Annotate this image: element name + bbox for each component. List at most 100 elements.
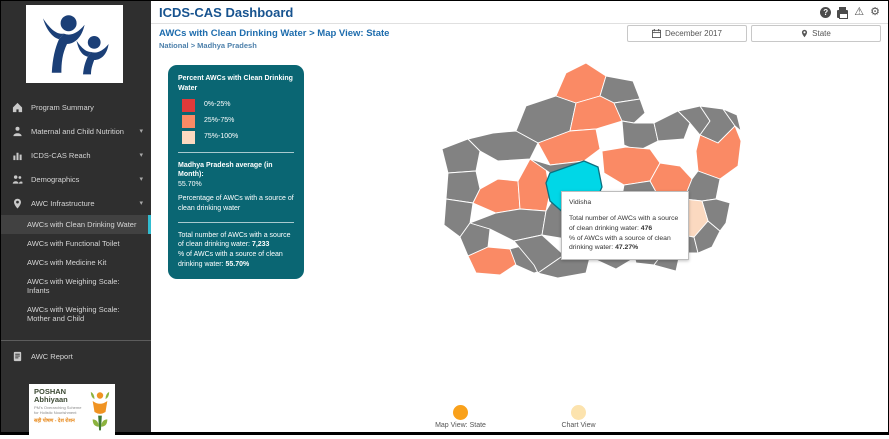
legend-divider	[178, 221, 294, 223]
total-awcs-value: 7,233	[251, 241, 270, 249]
sidebar-item-icds-cas-reach[interactable]: ICDS-CAS Reach ▾	[1, 143, 151, 167]
poshan-figure-icon	[90, 391, 110, 431]
report-section: AWC Report	[1, 340, 151, 368]
chevron-down-icon: ▾	[139, 176, 143, 183]
chart-view-circle-icon[interactable]	[571, 405, 586, 420]
map-view-label: Map View: State	[435, 422, 486, 429]
sidebar-subitem-weighing-scale-mother-child[interactable]: AWCs with Weighing Scale: Mother and Chi…	[27, 305, 120, 323]
app-header: ICDS-CAS Dashboard	[151, 1, 888, 24]
district-region-gray[interactable]	[653, 110, 691, 142]
sidebar-item-label: Maternal and Child Nutrition	[31, 126, 124, 136]
tooltip-total-value: 476	[640, 224, 653, 232]
report-icon	[11, 350, 23, 362]
breadcrumb-separator: >	[309, 28, 315, 39]
poshan-title-line2: Abhiyaan	[34, 394, 68, 404]
legend-range-label: 25%-75%	[204, 117, 235, 125]
district-region-mid[interactable]	[472, 178, 521, 214]
district-region-gray[interactable]	[722, 108, 742, 132]
sidebar-subitem-functional-toilet[interactable]: AWCs with Functional Toilet	[27, 239, 120, 248]
chevron-down-icon: ▾	[139, 128, 143, 135]
breadcrumb-current-state: Madhya Pradesh	[197, 41, 257, 50]
view-toggle: Map View: State Chart View	[151, 405, 888, 429]
chevron-down-icon: ▾	[139, 152, 143, 159]
legend-swatch-mid	[182, 114, 195, 128]
icds-logo	[26, 5, 123, 83]
sidebar-subitem-clean-drinking-water[interactable]: AWCs with Clean Drinking Water	[1, 215, 151, 234]
sidebar-subitem-weighing-scale-infants[interactable]: AWCs with Weighing Scale: Infants	[27, 277, 120, 295]
map-view-circle-icon[interactable]	[453, 405, 468, 420]
district-region-mid[interactable]	[695, 125, 742, 180]
chart-view-label: Chart View	[561, 422, 596, 429]
legend-title: Percent AWCs with Clean Drinking Water	[178, 75, 293, 92]
legend-range-label: 75%-100%	[204, 133, 239, 141]
sidebar-item-maternal-child-nutrition[interactable]: Maternal and Child Nutrition ▾	[1, 119, 151, 143]
settings-gear-icon[interactable]: ⚙	[870, 6, 880, 18]
state-average-value: 55.70%	[178, 181, 202, 189]
sidebar-item-awc-report[interactable]: AWC Report	[1, 344, 151, 368]
legend-row: 0%-25%	[182, 98, 294, 112]
breadcrumb: AWCs with Clean Drinking Water > Map Vie…	[151, 24, 888, 50]
header-icons: ? ⚠ ⚙	[820, 6, 880, 19]
tooltip-percent-label: % of AWCs with a source of clean drinkin…	[569, 234, 671, 252]
poshan-text: POSHAN Abhiyaan PM's Overarching Scheme f…	[34, 388, 87, 436]
sidebar-item-program-summary[interactable]: Program Summary	[1, 95, 151, 119]
percent-awcs-value: 55.70%	[225, 260, 250, 268]
location-pin-icon	[802, 29, 808, 38]
home-icon	[11, 101, 23, 113]
district-region-gray[interactable]	[537, 254, 591, 279]
location-filter-label: State	[812, 29, 831, 38]
district-tooltip: Vidisha Total number of AWCs with a sour…	[561, 191, 689, 261]
indicator-description: Percentage of AWCs with a source of clea…	[178, 194, 294, 212]
legend-swatch-high	[182, 130, 195, 144]
total-awcs-label: Total number of AWCs with a source of cl…	[178, 231, 291, 249]
legend-range-label: 0%-25%	[204, 101, 231, 109]
map-view-toggle[interactable]: Map View: State	[422, 405, 500, 429]
legend-swatch-low	[182, 98, 195, 112]
sidebar-item-label: ICDS-CAS Reach	[31, 150, 91, 160]
sidebar-item-label: Program Summary	[31, 102, 94, 112]
tooltip-percent-value: 47.27%	[615, 244, 639, 252]
state-average-label: Madhya Pradesh average (in Month):	[178, 161, 273, 179]
sidebar-subitem-medicine-kit[interactable]: AWCs with Medicine Kit	[27, 258, 107, 267]
main-content: ICDS-CAS Dashboard ? ⚠ ⚙ AWCs with Clean…	[151, 1, 888, 432]
sidebar-menu: Program Summary Maternal and Child Nutri…	[1, 95, 151, 368]
sidebar-item-demographics[interactable]: Demographics ▾	[1, 167, 151, 191]
district-region-gray[interactable]	[441, 138, 481, 174]
print-icon[interactable]	[837, 6, 849, 19]
breadcrumb-view: Map View: State	[317, 28, 390, 39]
breadcrumb-page: AWCs with Clean Drinking Water	[159, 28, 307, 39]
district-region-gray[interactable]	[621, 120, 659, 152]
sidebar-item-label: Demographics	[31, 174, 80, 184]
person-icon	[11, 125, 23, 137]
month-filter-label: December 2017	[665, 29, 722, 38]
sidebar-item-label: AWC Infrastructure	[31, 198, 95, 208]
bar-chart-icon	[11, 149, 23, 161]
icds-figures-icon	[42, 15, 109, 75]
district-region-gray[interactable]	[613, 98, 646, 124]
legend-divider	[178, 151, 294, 153]
breadcrumb-national-link[interactable]: National	[159, 41, 189, 50]
people-icon	[11, 173, 23, 185]
sidebar: Program Summary Maternal and Child Nutri…	[1, 1, 151, 439]
district-region-gray[interactable]	[459, 222, 491, 257]
percent-awcs-label: % of AWCs with a source of clean drinkin…	[178, 251, 283, 268]
poshan-tagline: सही पोषण - देश रोशन	[34, 418, 75, 425]
poshan-abhiyaan-logo: POSHAN Abhiyaan PM's Overarching Scheme f…	[29, 384, 115, 439]
location-filter-button[interactable]: State	[751, 25, 881, 42]
help-icon[interactable]: ?	[820, 7, 832, 18]
chevron-down-icon: ▾	[139, 200, 143, 207]
sidebar-item-label: AWC Report	[31, 351, 73, 361]
legend-row: 75%-100%	[182, 130, 294, 144]
page-title: ICDS-CAS Dashboard	[159, 5, 294, 20]
month-filter-button[interactable]: December 2017	[627, 25, 747, 42]
map-pin-icon	[11, 197, 23, 209]
legend-panel: Percent AWCs with Clean Drinking Water 0…	[168, 65, 304, 279]
sidebar-item-awc-infrastructure[interactable]: AWC Infrastructure ▾	[1, 191, 151, 215]
legend-row: 25%-75%	[182, 114, 294, 128]
district-region-gray[interactable]	[467, 130, 539, 162]
tooltip-district-name: Vidisha	[569, 199, 592, 206]
poshan-title-line1: POSHAN	[34, 387, 67, 396]
chart-view-toggle[interactable]: Chart View	[540, 405, 618, 429]
alert-icon[interactable]: ⚠	[854, 6, 865, 18]
